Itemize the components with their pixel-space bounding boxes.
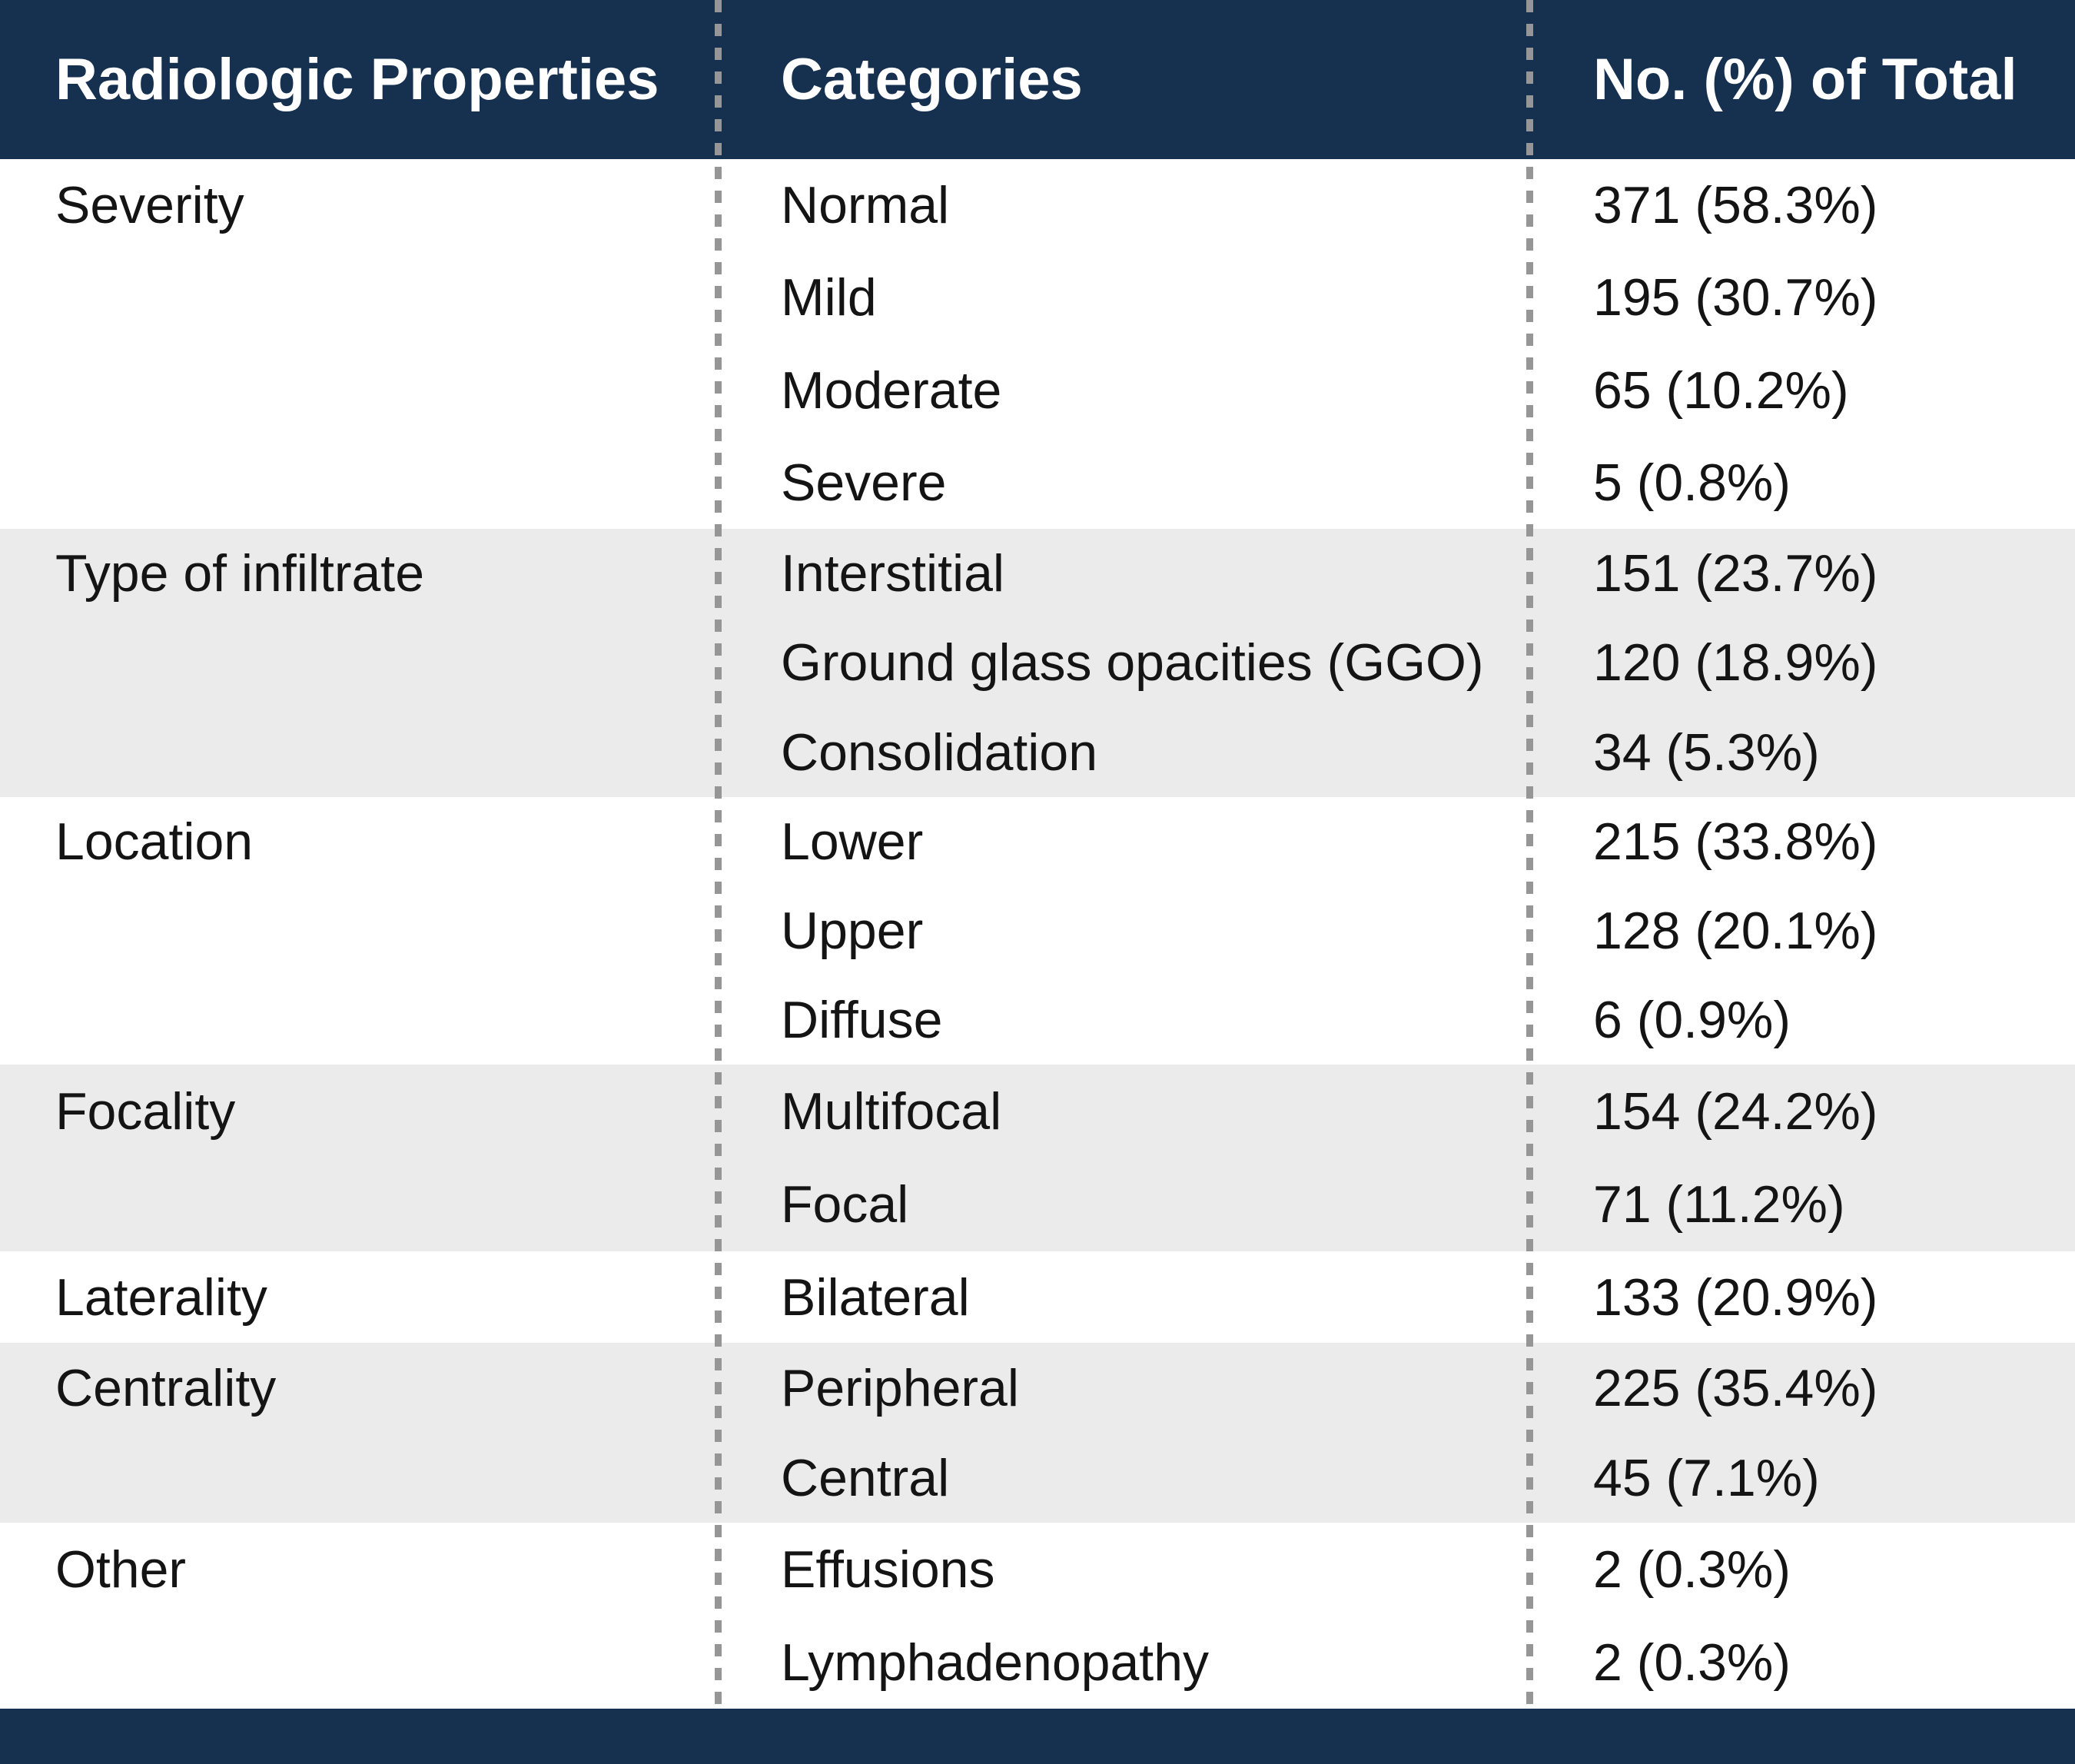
table-row-severity: Severity Normal Mild Moderate Severe 371… [0,159,2075,529]
column-header-categories: Categories [781,47,1083,112]
row-property-label: Type of infiltrate [55,544,425,603]
category-value: 5 (0.8%) [1593,453,1791,512]
category-value: 120 (18.9%) [1593,633,1878,693]
category-value: 2 (0.3%) [1593,1540,1791,1599]
row-property-label: Severity [55,176,244,235]
table-row-laterality: Laterality Bilateral 133 (20.9%) [0,1251,2075,1343]
category-label: Bilateral [781,1267,970,1327]
category-label: Peripheral [781,1358,1019,1417]
category-value: 34 (5.3%) [1593,723,1820,782]
category-value: 65 (10.2%) [1593,360,1849,420]
category-value: 195 (30.7%) [1593,268,1878,327]
category-label: Interstitial [781,544,1004,603]
column-header-radiologic-properties: Radiologic Properties [55,47,659,112]
category-label: Lymphadenopathy [781,1633,1210,1692]
category-label: Normal [781,176,950,235]
category-label: Central [781,1448,950,1507]
category-value: 133 (20.9%) [1593,1267,1878,1327]
table-row-location: Location Lower Upper Diffuse 215 (33.8%)… [0,797,2075,1065]
row-property-label: Centrality [55,1358,277,1417]
category-label: Lower [781,812,924,871]
table-row-focality: Focality Multifocal Focal 154 (24.2%) 71… [0,1065,2075,1251]
category-value: 225 (35.4%) [1593,1358,1878,1417]
table-row-centrality: Centrality Peripheral Central 225 (35.4%… [0,1343,2075,1523]
category-value: 45 (7.1%) [1593,1448,1820,1507]
category-value: 371 (58.3%) [1593,176,1878,235]
category-value: 128 (20.1%) [1593,902,1878,960]
table-footer-bar [0,1709,2075,1764]
table-header-row: Radiologic Properties Categories No. (%)… [0,0,2075,159]
category-label: Effusions [781,1540,995,1599]
category-label: Diffuse [781,991,943,1049]
category-label: Severe [781,453,947,512]
table-row-type-of-infiltrate: Type of infiltrate Interstitial Ground g… [0,529,2075,797]
category-label: Mild [781,268,877,327]
category-value: 71 (11.2%) [1593,1175,1845,1234]
table-row-other: Other Effusions Lymphadenopathy 2 (0.3%)… [0,1523,2075,1709]
column-header-no-pct-of-total: No. (%) of Total [1593,47,2017,112]
row-property-label: Other [55,1540,187,1599]
category-value: 215 (33.8%) [1593,812,1878,871]
category-value: 6 (0.9%) [1593,991,1791,1049]
category-label: Ground glass opacities (GGO) [781,633,1484,693]
category-label: Moderate [781,360,1002,420]
row-property-label: Location [55,812,254,871]
category-value: 151 (23.7%) [1593,544,1878,603]
row-property-label: Laterality [55,1267,267,1327]
row-property-label: Focality [55,1081,236,1141]
category-label: Multifocal [781,1081,1002,1141]
category-value: 154 (24.2%) [1593,1081,1878,1141]
category-label: Consolidation [781,723,1098,782]
category-value: 2 (0.3%) [1593,1633,1791,1692]
category-label: Upper [781,902,924,960]
category-label: Focal [781,1175,909,1234]
